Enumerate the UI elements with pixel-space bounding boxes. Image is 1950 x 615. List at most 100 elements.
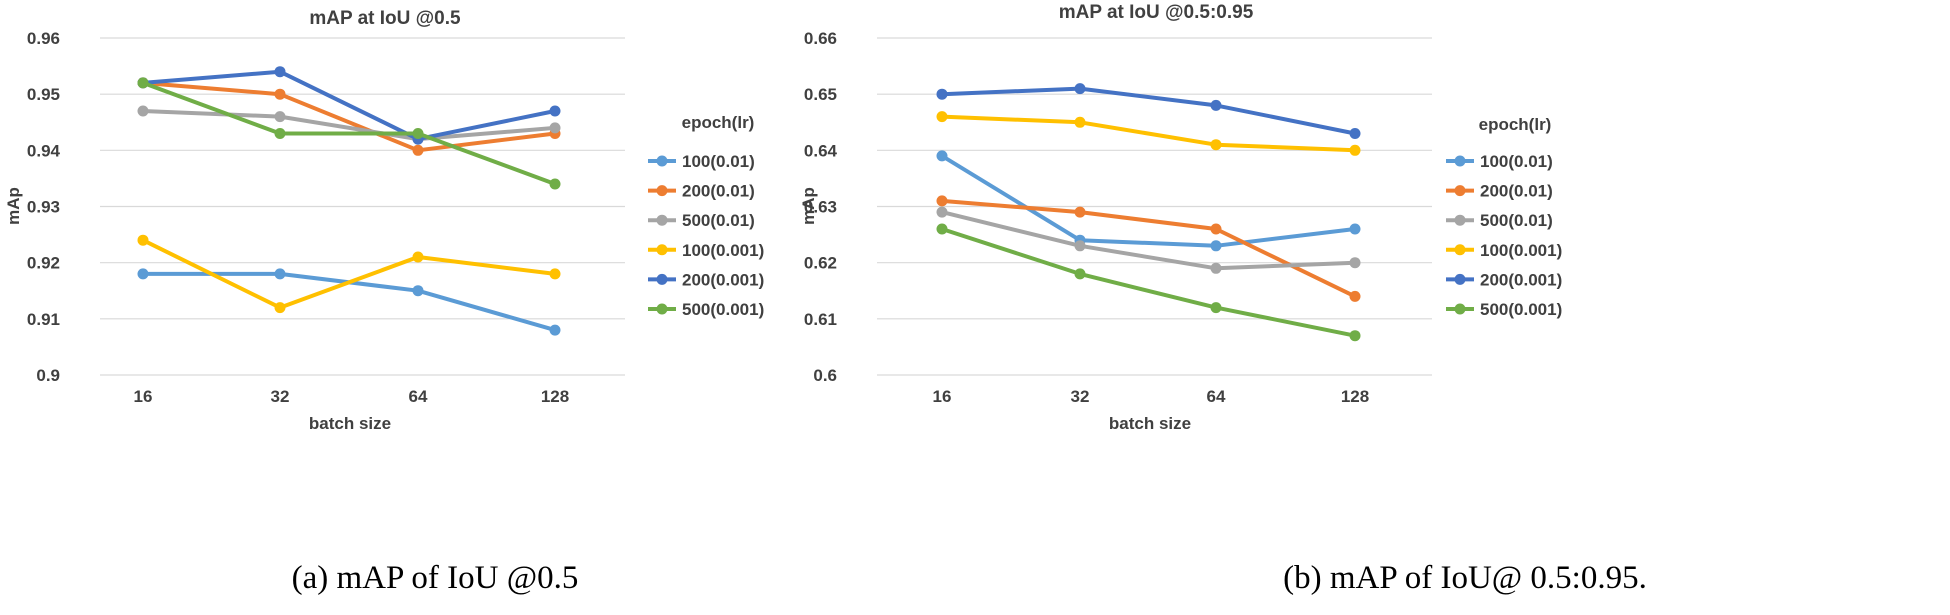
legend-item: 500(0.001) [648,300,764,319]
data-point [412,144,424,156]
legend-label: 100(0.001) [1480,241,1562,260]
legend-label: 100(0.01) [682,152,755,171]
series-line [940,227,1357,338]
chart-title: mAP at IoU @0.5:0.95 [1059,2,1254,23]
legend-swatch-marker [656,185,668,197]
data-point [1210,240,1222,252]
data-point [936,88,948,100]
data-point [1074,268,1086,280]
data-point [412,285,424,297]
legend-item: 500(0.01) [648,211,755,230]
legend-title: epoch(lr) [682,113,755,132]
legend-swatch-marker [656,244,668,256]
y-axis-label: mAp [4,187,23,225]
series-line [141,109,557,142]
series-line [141,238,557,310]
data-point [1349,144,1361,156]
legend-item: 200(0.01) [1446,182,1553,201]
data-point [1349,290,1361,302]
data-point [936,111,948,123]
data-point [1210,302,1222,314]
data-point [1074,206,1086,218]
data-point [549,122,561,134]
y-tick-label: 0.93 [27,198,60,217]
x-tick-label: 32 [1071,387,1090,406]
data-point [137,268,149,280]
data-point [936,223,948,235]
legend-swatch-marker [656,155,668,167]
y-axis-label: mAp [799,187,818,225]
data-point [274,66,286,78]
legend-label: 100(0.01) [1480,152,1553,171]
legend-item: 200(0.01) [648,182,755,201]
x-tick-label: 128 [1341,387,1369,406]
series-100(0.001) [936,111,1361,156]
data-point [137,105,149,117]
data-point [549,178,561,190]
y-tick-label: 0.66 [804,29,837,48]
data-point [1210,139,1222,151]
data-point [274,128,286,139]
legend-swatch-marker [1454,185,1466,197]
legend-item: 500(0.01) [1446,211,1553,230]
series-500(0.01) [936,206,1361,274]
x-tick-label: 16 [933,387,952,406]
y-tick-label: 0.63 [804,198,837,217]
legend-item: 200(0.001) [648,270,764,289]
series-line [940,198,1357,299]
y-tick-label: 0.64 [804,141,838,160]
x-tick-label: 64 [409,387,428,406]
series-200(0.01) [936,195,1361,302]
series-200(0.01) [137,77,561,156]
legend-swatch-marker [1454,303,1466,315]
series-200(0.001) [936,83,1361,139]
series-line [141,69,557,142]
data-point [1074,240,1086,252]
legend-label: 100(0.001) [682,241,764,260]
data-point [1349,128,1361,139]
data-point [936,206,948,218]
data-point [1210,99,1222,111]
legend-title: epoch(lr) [1479,115,1552,134]
y-tick-label: 0.91 [27,310,60,329]
data-point [549,324,561,336]
data-point [1210,223,1222,235]
series-line [141,80,557,153]
legend-item: 500(0.001) [1446,300,1562,319]
chart-b: mAP at IoU @0.5:0.95 0.6 0.61 0.62 0.63 0.64 0… [799,2,1562,433]
series-line [940,210,1357,271]
data-point [1074,116,1086,128]
x-axis-label: batch size [1109,414,1191,433]
data-point [1210,262,1222,274]
chart-canvas: mAP at IoU @0.5 0.9 0.91 0.92 0.93 0.94 0.95 0.… [4,2,1562,433]
data-point [936,150,948,162]
x-axis-label: batch size [309,414,391,433]
legend-label: 500(0.01) [1480,211,1553,230]
data-point [1349,223,1361,235]
legend-item: 100(0.001) [648,241,764,260]
legend-swatch-marker [1454,273,1466,285]
data-point [412,251,424,263]
legend-item: 100(0.01) [1446,152,1553,171]
chart-a: mAP at IoU @0.5 0.9 0.91 0.92 0.93 0.94 0.95 0.… [4,8,764,433]
legend-label: 500(0.001) [682,300,764,319]
legend-swatch-marker [656,273,668,285]
y-tick-label: 0.6 [813,366,837,385]
x-tick-label: 128 [541,387,569,406]
data-point [1074,83,1086,95]
legend-label: 500(0.01) [682,211,755,230]
legend-item: 100(0.001) [1446,241,1562,260]
data-point [274,111,286,123]
legend-swatch-marker [1454,244,1466,256]
y-tick-label: 0.61 [804,310,837,329]
data-point [137,234,149,246]
caption-a: (a) mAP of IoU @0.5 [291,560,579,596]
legend-label: 200(0.001) [1480,270,1562,289]
y-tick-label: 0.9 [36,366,60,385]
legend-swatch-marker [656,214,668,226]
legend-item: 100(0.01) [648,152,755,171]
series-100(0.001) [137,234,561,314]
y-tick-label: 0.94 [27,141,61,160]
legend-swatch-marker [1454,155,1466,167]
